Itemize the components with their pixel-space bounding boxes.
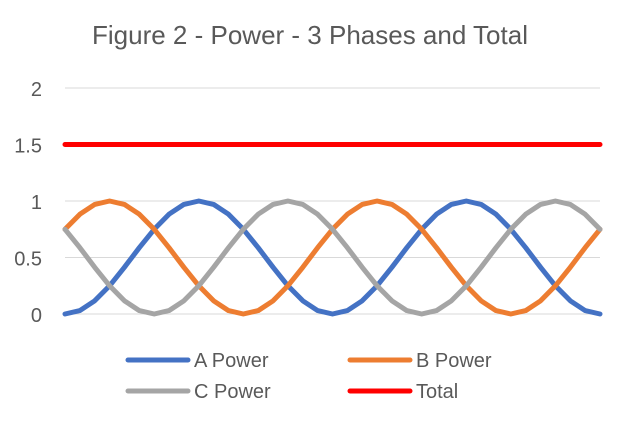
legend-label: C Power	[194, 381, 271, 403]
legend-label: Total	[416, 381, 458, 403]
legend-item: C Power	[125, 381, 271, 403]
legend-item: B Power	[347, 350, 492, 372]
y-tick-label: 2	[31, 79, 42, 101]
chart-title: Figure 2 - Power - 3 Phases and Total	[92, 20, 528, 50]
legend-item: A Power	[125, 350, 269, 372]
legend-label: B Power	[416, 350, 492, 372]
y-tick-label: 0	[31, 305, 42, 327]
y-tick-label: 1	[31, 192, 42, 214]
legend-item: Total	[347, 381, 458, 403]
legend-label: A Power	[194, 350, 269, 372]
y-tick-label: 0.5	[14, 249, 42, 271]
series-line-c-power	[62, 198, 603, 317]
y-tick-label: 1.5	[14, 136, 42, 158]
